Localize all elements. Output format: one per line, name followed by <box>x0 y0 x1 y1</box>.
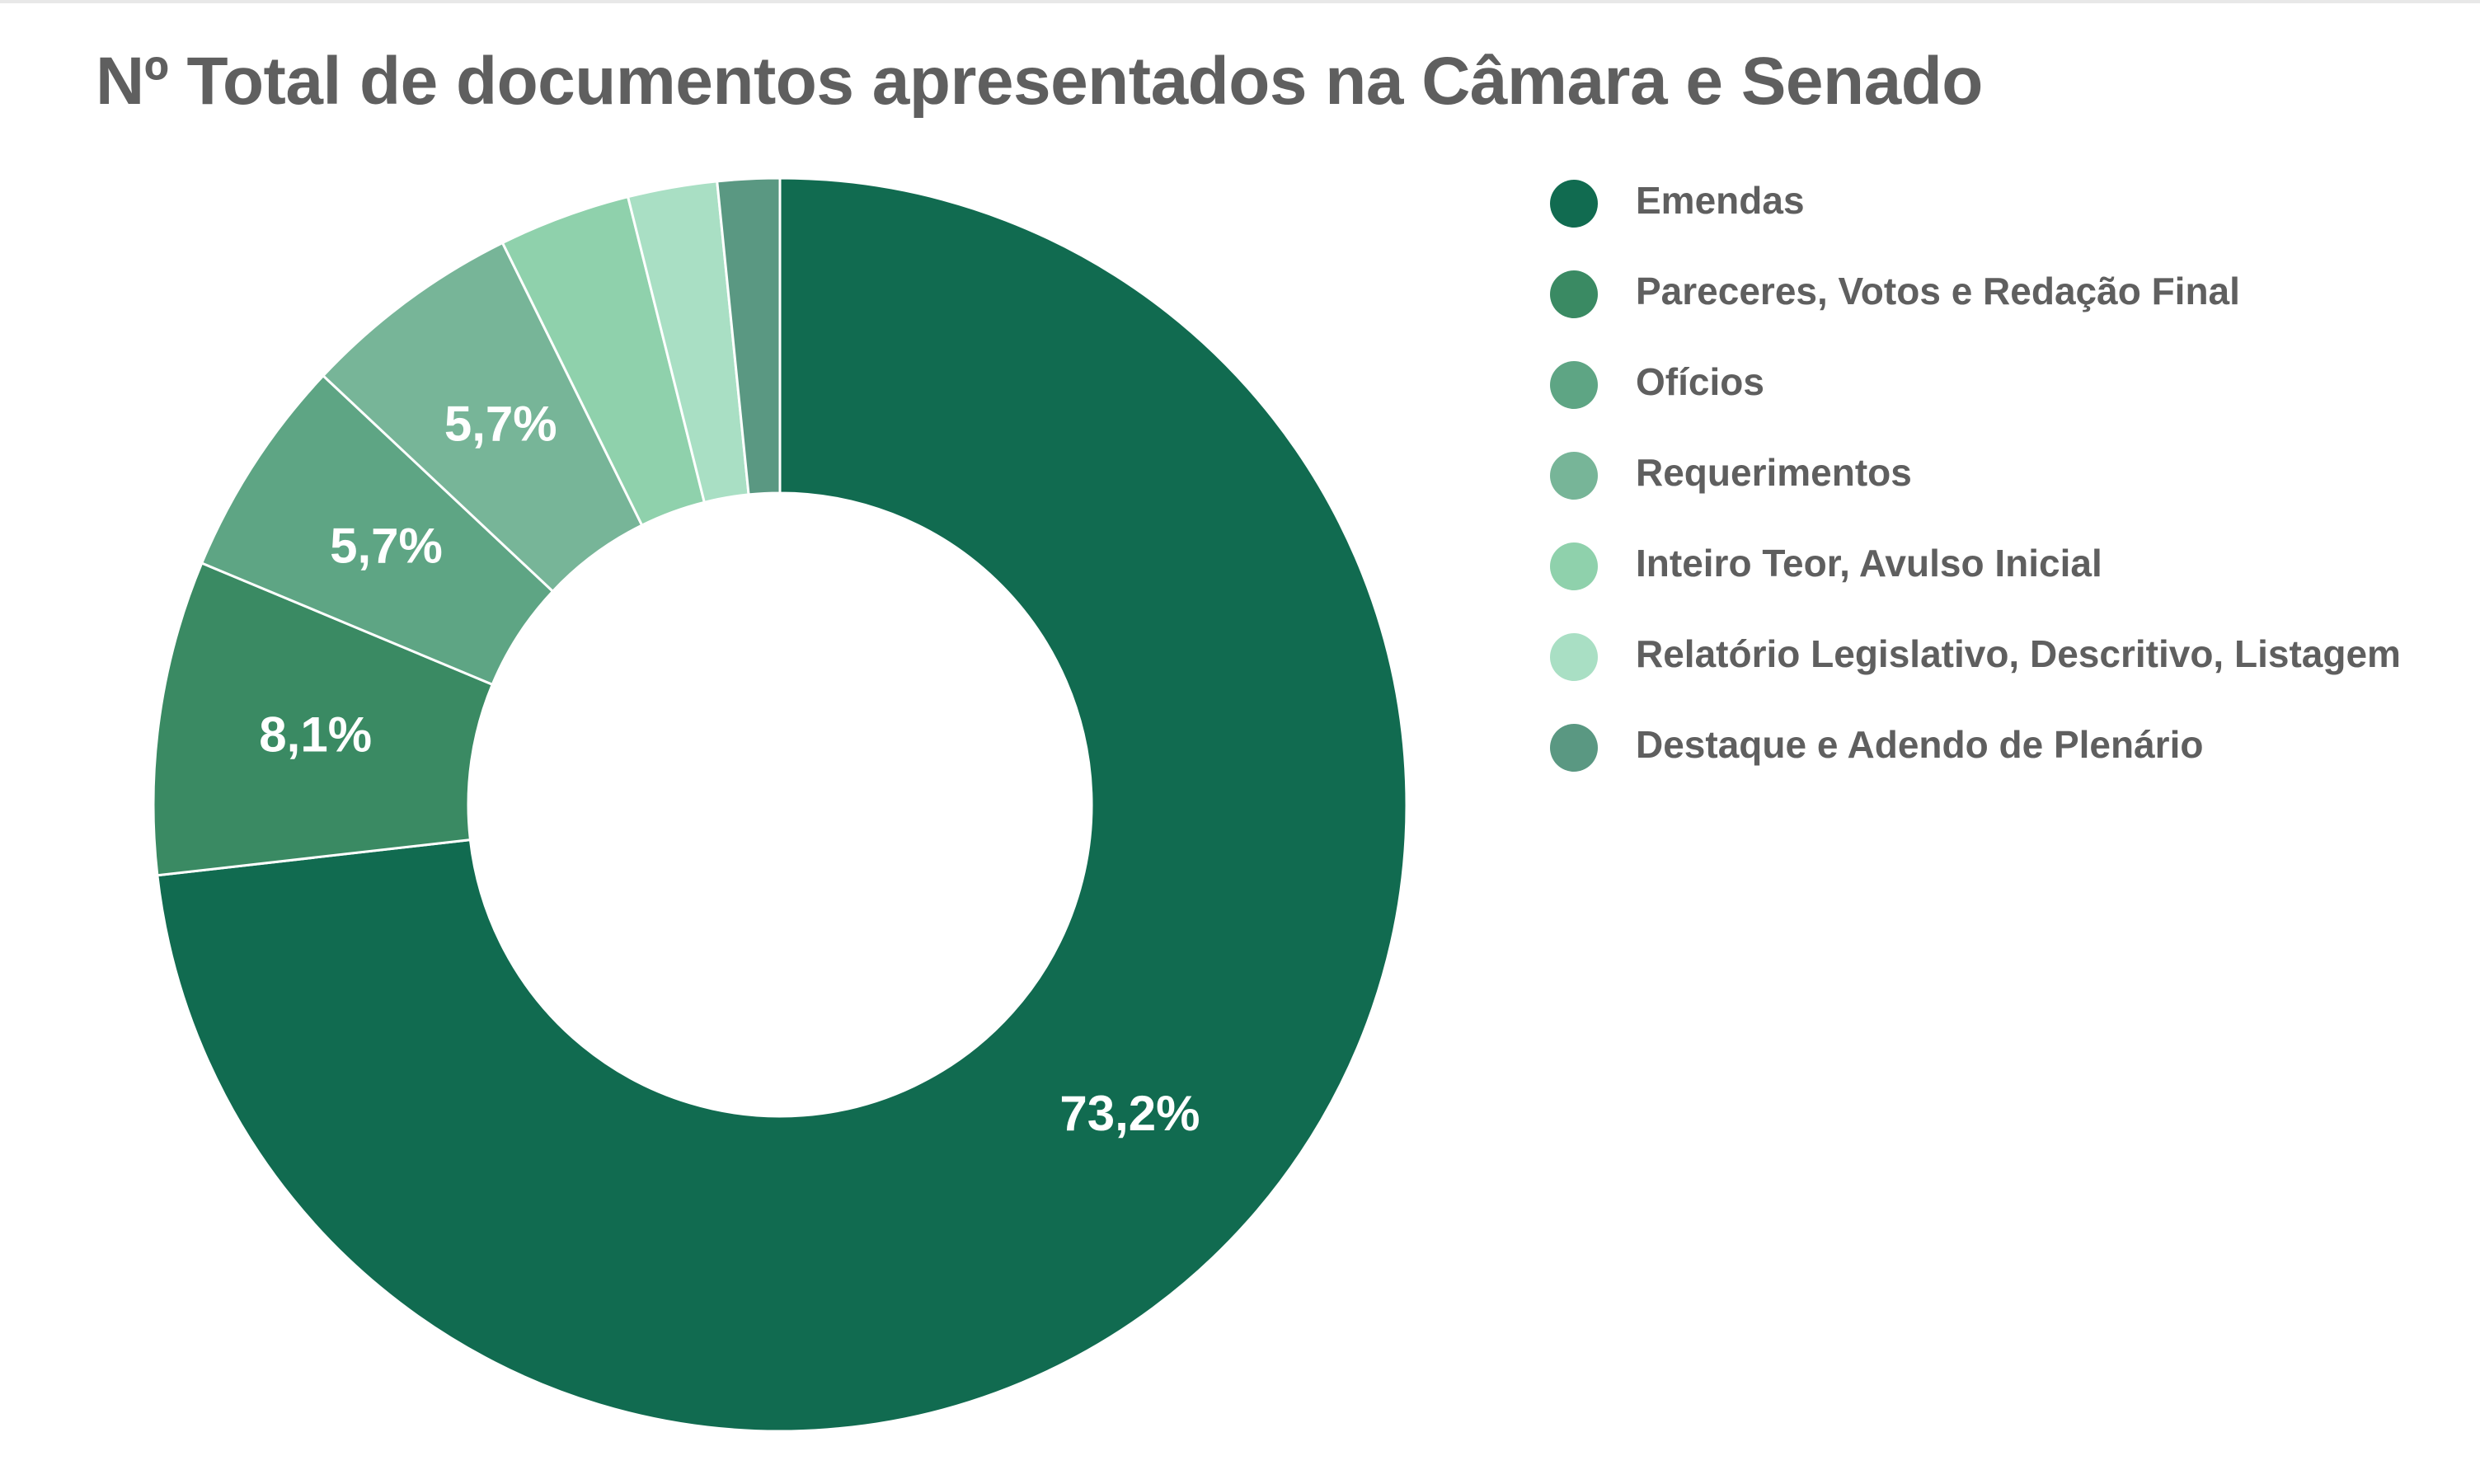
donut-slice-6 <box>716 176 782 496</box>
chart-title: Nº Total de documentos apresentados na C… <box>96 44 1983 119</box>
slice-label-2: 5,7% <box>330 518 443 573</box>
slice-label-1: 8,1% <box>259 707 372 763</box>
slice-label-0: 73,2% <box>1059 1086 1200 1141</box>
legend-swatch <box>1550 452 1598 500</box>
legend-label: Relatório Legislativo, Descritivo, Lista… <box>1636 632 2401 675</box>
legend-swatch <box>1550 633 1598 681</box>
legend-swatch <box>1550 361 1598 409</box>
legend-label: Inteiro Teor, Avulso Inicial <box>1636 542 2102 585</box>
legend-label: Pareceres, Votos e Redação Final <box>1636 270 2240 312</box>
legend-label: Requerimentos <box>1636 451 1912 494</box>
donut-slice-1 <box>152 561 495 877</box>
legend-swatch <box>1550 724 1598 772</box>
legend-swatch <box>1550 542 1598 590</box>
legend-swatch <box>1550 180 1598 228</box>
slice-label-3: 5,7% <box>444 397 557 452</box>
top-border <box>0 0 2480 3</box>
legend-label: Ofícios <box>1636 360 1764 403</box>
donut-slice-0 <box>156 176 1408 1433</box>
legend-label: Emendas <box>1636 179 1805 222</box>
legend-swatch <box>1550 270 1598 318</box>
legend-label: Destaque e Adendo de Plenário <box>1636 723 2204 766</box>
